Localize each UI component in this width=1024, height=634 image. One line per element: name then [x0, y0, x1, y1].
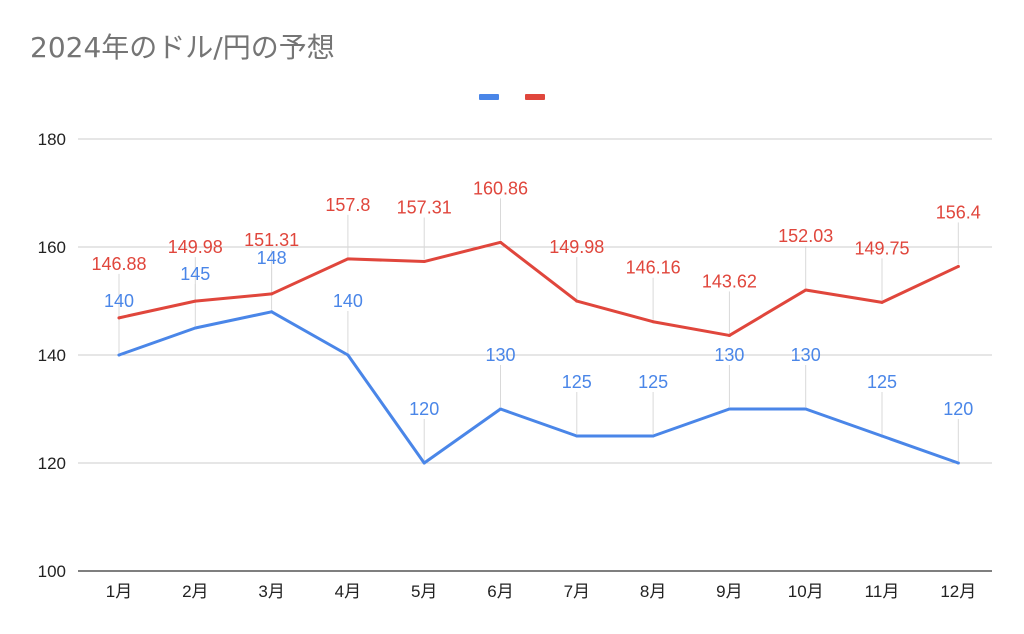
data-label: 145 [180, 264, 210, 284]
data-label: 125 [638, 372, 668, 392]
series-1-point [575, 434, 579, 438]
data-label: 146.16 [626, 258, 681, 278]
x-tick-label: 1月 [106, 582, 132, 601]
x-tick-label: 2月 [182, 582, 208, 601]
data-label: 120 [409, 399, 439, 419]
series-line-2 [117, 240, 960, 337]
x-tick-label: 5月 [411, 582, 437, 601]
x-tick-label: 8月 [640, 582, 666, 601]
series-2-point [270, 292, 274, 296]
data-label: 130 [714, 345, 744, 365]
x-tick-label: 10月 [788, 582, 824, 601]
series-2-point [499, 240, 502, 244]
series-1-point [956, 461, 960, 465]
data-label: 125 [562, 372, 592, 392]
series-2-point [956, 264, 960, 268]
x-tick-label: 11月 [865, 582, 900, 601]
y-tick-label: 180 [38, 130, 66, 149]
series-1-point [880, 434, 884, 438]
x-tick-label: 12月 [940, 582, 976, 601]
y-tick-label: 120 [38, 454, 66, 473]
data-labels: 140 145 148 140 120 130 125 125 130 130 125 120 146.… [91, 178, 980, 419]
data-label: 146.88 [91, 254, 146, 274]
chart-title: 2024年のドル/円の予想 [30, 31, 335, 64]
data-label: 156.4 [936, 202, 981, 222]
series-1-point [117, 353, 121, 357]
series-2-point [193, 299, 197, 303]
data-label: 160.86 [473, 178, 528, 198]
data-label: 120 [943, 399, 973, 419]
data-label: 140 [104, 291, 134, 311]
data-label: 125 [867, 372, 897, 392]
series-line-1 [117, 310, 960, 465]
data-label: 149.75 [854, 238, 909, 258]
data-label: 157.31 [397, 198, 452, 218]
x-tick-label: 3月 [258, 582, 284, 601]
series-1-point [422, 461, 426, 465]
series-1-point [346, 353, 350, 357]
data-label: 149.98 [168, 237, 223, 257]
label-leaders [118, 198, 959, 461]
legend-swatch-1 [479, 94, 499, 100]
y-tick-label: 160 [38, 238, 66, 257]
series-1-point [499, 407, 502, 411]
grid-layer [78, 138, 992, 572]
data-label: 149.98 [549, 237, 604, 257]
series-2-point [651, 320, 655, 324]
data-label: 143.62 [702, 271, 757, 291]
series-2-point [346, 257, 350, 261]
x-tick-label: 9月 [716, 582, 742, 601]
x-tick-label: 6月 [487, 582, 513, 601]
series-2-point [117, 316, 121, 320]
y-tick-label: 140 [38, 346, 66, 365]
data-label: 152.03 [778, 226, 833, 246]
series-2-point [422, 260, 426, 264]
y-axis-ticks: 100 120 140 160 180 [38, 130, 66, 581]
series-1-point [804, 407, 808, 411]
series-1-point [193, 326, 197, 330]
series-2-point [804, 288, 808, 292]
series-1-point [651, 434, 655, 438]
legend-swatch-2 [525, 94, 545, 100]
series-lines [117, 240, 960, 465]
y-tick-label: 100 [38, 562, 66, 581]
x-axis-ticks: 1月 2月 3月 4月 5月 6月 7月 8月 9月 10月 11月 12月 [106, 582, 976, 601]
data-label: 140 [333, 291, 363, 311]
series-1-point [270, 310, 274, 314]
x-tick-label: 4月 [335, 582, 361, 601]
data-label: 130 [485, 345, 515, 365]
series-1-point [727, 407, 731, 411]
data-label: 130 [791, 345, 821, 365]
series-2-point [575, 299, 579, 303]
x-tick-label: 7月 [564, 582, 590, 601]
series-2-point [880, 300, 884, 304]
data-label: 157.8 [325, 195, 370, 215]
series-2-point [727, 333, 731, 337]
legend [479, 94, 545, 100]
data-label: 148 [257, 248, 287, 268]
data-label: 151.31 [244, 230, 299, 250]
